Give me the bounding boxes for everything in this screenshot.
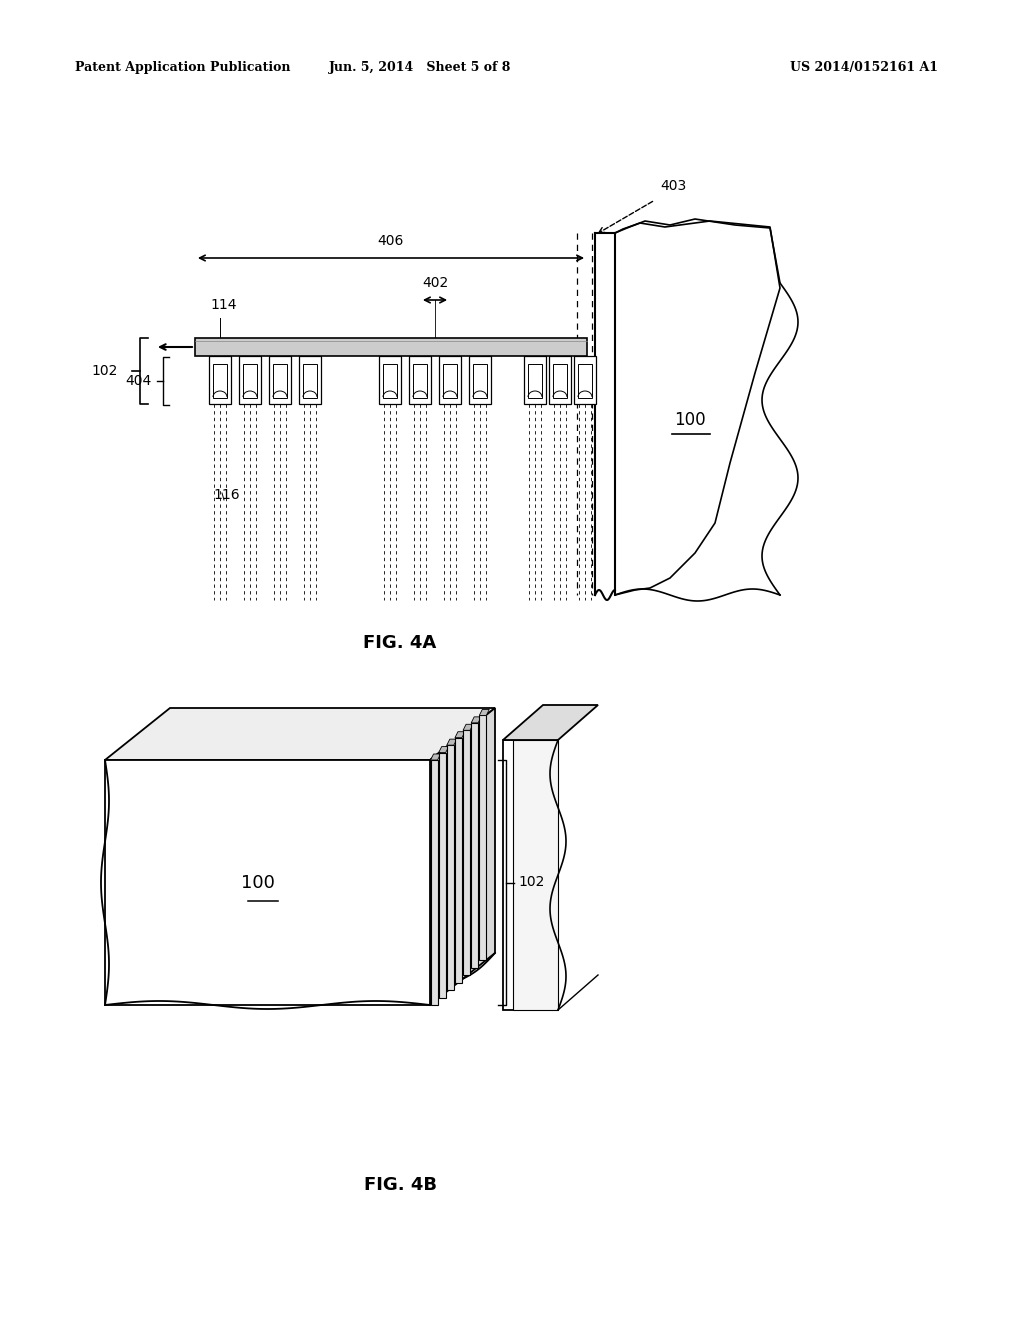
Polygon shape [430, 708, 495, 1005]
Bar [269, 356, 291, 404]
Bar [213, 364, 227, 399]
Polygon shape [479, 709, 489, 715]
Bar [513, 741, 558, 1010]
Bar [299, 356, 321, 404]
Bar [469, 356, 490, 404]
Text: Patent Application Publication: Patent Application Publication [75, 62, 291, 74]
Bar [479, 715, 486, 961]
Bar [553, 364, 567, 399]
Polygon shape [471, 717, 481, 723]
Bar [455, 738, 462, 982]
Text: 114: 114 [210, 298, 237, 312]
Bar [528, 364, 542, 399]
Polygon shape [438, 747, 449, 752]
Bar [243, 364, 257, 399]
Text: 102: 102 [518, 875, 545, 890]
Text: Jun. 5, 2014   Sheet 5 of 8: Jun. 5, 2014 Sheet 5 of 8 [329, 62, 511, 74]
Bar [471, 723, 478, 968]
Bar [439, 356, 461, 404]
Text: 402: 402 [422, 276, 449, 290]
Polygon shape [105, 760, 430, 1005]
Bar [578, 364, 592, 399]
Polygon shape [455, 731, 465, 738]
Bar [473, 364, 487, 399]
Bar [463, 730, 470, 975]
Bar [443, 364, 457, 399]
Bar [524, 356, 546, 404]
Bar [438, 752, 445, 998]
Bar [430, 760, 437, 1005]
Polygon shape [446, 739, 457, 746]
Text: 404: 404 [126, 374, 152, 388]
Bar [303, 364, 317, 399]
Polygon shape [430, 754, 440, 760]
Text: 116: 116 [213, 488, 240, 502]
Text: FIG. 4A: FIG. 4A [364, 634, 436, 652]
Text: 102: 102 [91, 364, 118, 378]
Bar [209, 356, 231, 404]
Bar [413, 364, 427, 399]
Polygon shape [105, 708, 495, 760]
Polygon shape [463, 725, 473, 730]
Text: 406: 406 [377, 234, 403, 248]
Bar [379, 356, 401, 404]
Text: US 2014/0152161 A1: US 2014/0152161 A1 [790, 62, 938, 74]
Bar [549, 356, 571, 404]
Text: 403: 403 [660, 180, 686, 193]
Bar [574, 356, 596, 404]
Bar [273, 364, 287, 399]
Bar [383, 364, 397, 399]
Bar [409, 356, 431, 404]
Text: FIG. 4B: FIG. 4B [364, 1176, 436, 1195]
Bar [239, 356, 261, 404]
Bar [503, 741, 558, 1010]
Polygon shape [503, 705, 598, 741]
Bar [195, 338, 587, 356]
Bar [446, 746, 454, 990]
Text: 100: 100 [241, 874, 274, 891]
Text: 100: 100 [674, 411, 706, 429]
